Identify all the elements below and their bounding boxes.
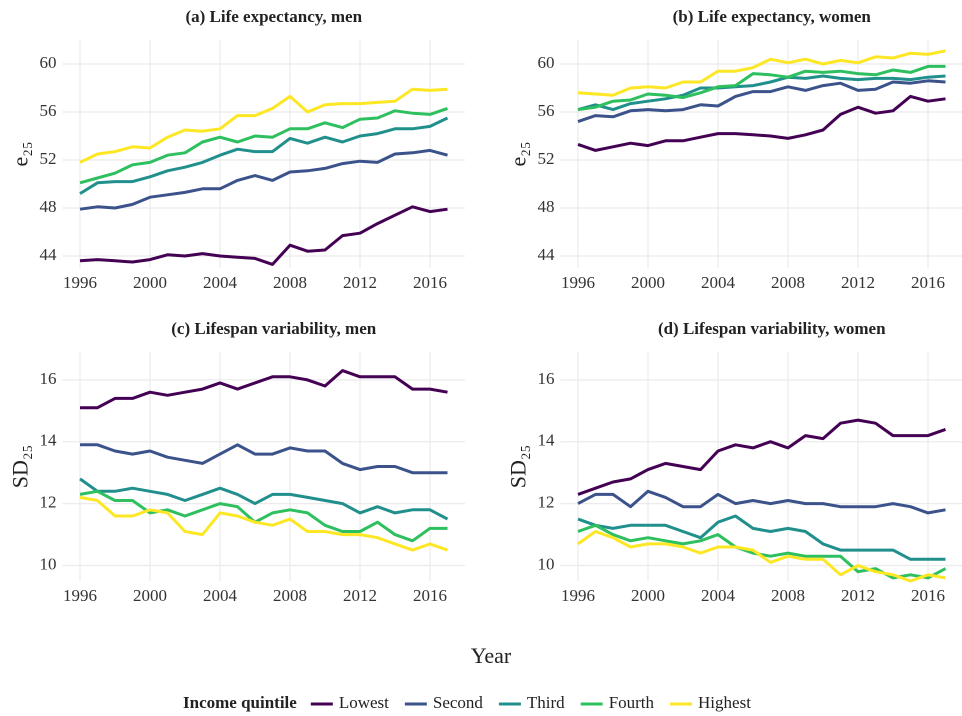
y-tick-label: 14: [538, 431, 556, 450]
x-tick-label: 2000: [631, 273, 665, 292]
x-tick-label: 2004: [701, 273, 736, 292]
y-tick-label: 44: [538, 245, 556, 264]
y-axis-label: SD₂₅: [8, 445, 33, 488]
y-tick-label: 10: [40, 554, 57, 573]
x-tick-label: 2016: [911, 586, 945, 605]
y-axis-label: SD₂₅: [506, 445, 531, 488]
series-line: [79, 87, 448, 164]
panel: (c) Lifespan variability, men SD₂₅ 10 12 14 1…: [8, 319, 465, 605]
x-tick-label: 1996: [63, 586, 97, 605]
y-axis-label: e₂₅: [506, 141, 531, 166]
y-axis-label: e₂₅: [8, 141, 33, 166]
series-line: [80, 443, 448, 475]
series-line: [79, 106, 448, 185]
y-tick-label: 12: [40, 493, 57, 512]
legend-label: Highest: [698, 693, 751, 712]
legend-title: Income quintile: [183, 693, 297, 712]
x-tick-label: 2008: [771, 273, 805, 292]
x-tick-label: 2012: [841, 273, 875, 292]
legend-label: Second: [433, 693, 484, 712]
series-line: [79, 205, 448, 266]
y-tick-label: 56: [40, 101, 57, 120]
x-tick-label: 2008: [273, 273, 307, 292]
x-tick-label: 2016: [413, 273, 447, 292]
series-line: [577, 489, 946, 515]
x-tick-label: 2004: [203, 273, 238, 292]
y-tick-label: 10: [538, 554, 555, 573]
y-tick-label: 52: [40, 149, 57, 168]
series-line: [577, 79, 946, 124]
y-tick-label: 48: [538, 197, 555, 216]
series-line: [80, 369, 448, 410]
x-tick-label: 2004: [701, 586, 736, 605]
y-tick-label: 16: [40, 369, 57, 388]
series-line: [577, 418, 947, 496]
x-axis-label: Year: [471, 643, 512, 668]
x-tick-label: 1996: [561, 586, 595, 605]
x-tick-label: 2012: [343, 273, 377, 292]
legend-label: Lowest: [339, 693, 389, 712]
x-tick-label: 2012: [841, 586, 875, 605]
series-line: [79, 116, 449, 195]
series-line: [577, 64, 946, 112]
x-tick-label: 2008: [273, 586, 307, 605]
x-tick-label: 2016: [413, 586, 447, 605]
x-tick-label: 2000: [133, 586, 167, 605]
series-line: [79, 477, 449, 521]
panel: (d) Lifespan variability, women SD₂₅ 10 12 1…: [506, 319, 962, 605]
panel-title: (d) Lifespan variability, women: [658, 319, 886, 338]
series-line: [577, 514, 946, 561]
x-tick-label: 2000: [133, 273, 167, 292]
x-tick-label: 2008: [771, 586, 805, 605]
legend-label: Third: [527, 693, 565, 712]
y-tick-label: 48: [40, 197, 57, 216]
legend-label: Fourth: [609, 693, 655, 712]
series-line: [79, 148, 448, 211]
series-line: [577, 94, 946, 152]
x-tick-label: 2000: [631, 586, 665, 605]
y-tick-label: 12: [538, 493, 555, 512]
x-tick-label: 1996: [63, 273, 97, 292]
y-tick-label: 56: [538, 101, 555, 120]
panel-title: (c) Lifespan variability, men: [171, 319, 376, 338]
y-tick-label: 14: [40, 431, 58, 450]
panel: (b) Life expectancy, women e₂₅ 44 48 52 56 60 1…: [506, 7, 962, 292]
panel-title: (a) Life expectancy, men: [185, 7, 362, 26]
y-tick-label: 52: [538, 149, 555, 168]
series-line: [79, 495, 449, 552]
x-tick-label: 2004: [203, 586, 238, 605]
series-line: [577, 74, 946, 112]
y-tick-label: 60: [40, 53, 57, 72]
y-tick-label: 60: [538, 53, 555, 72]
series-line: [79, 489, 448, 543]
series-line: [577, 530, 946, 583]
x-tick-label: 2016: [911, 273, 945, 292]
x-tick-label: 2012: [343, 586, 377, 605]
panel-title: (b) Life expectancy, women: [673, 7, 872, 26]
panel: (a) Life expectancy, men e₂₅ 44 48 52 56 60 199…: [8, 7, 465, 292]
series-line: [577, 49, 946, 97]
y-tick-label: 44: [40, 245, 58, 264]
x-tick-label: 1996: [561, 273, 595, 292]
y-tick-label: 16: [538, 369, 555, 388]
